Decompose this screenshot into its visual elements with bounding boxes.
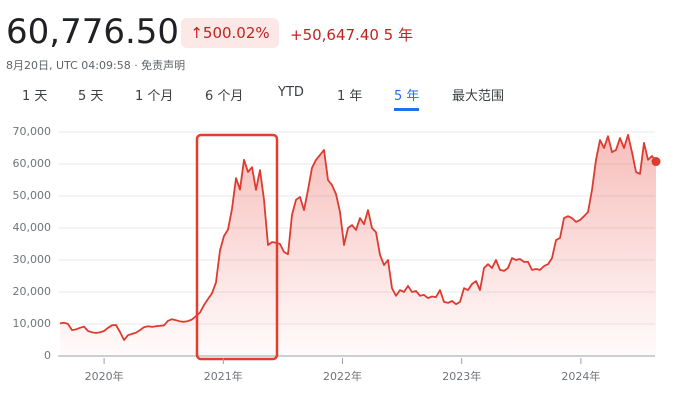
tab[interactable]: 1 天 xyxy=(22,89,48,104)
y-tick-label: 30,000 xyxy=(13,253,52,266)
end-point xyxy=(651,157,661,167)
y-tick-label: 60,000 xyxy=(13,157,52,170)
tab[interactable]: 1 个月 xyxy=(135,89,174,104)
x-tick-label: 2021年 xyxy=(204,369,243,383)
line xyxy=(59,134,657,341)
y-tick-label: 0 xyxy=(44,349,51,362)
tab[interactable]: 5 年 xyxy=(394,85,420,111)
x-tick-label: 2024年 xyxy=(561,369,600,383)
change: +50,647.40 5 年 xyxy=(290,26,413,44)
area xyxy=(60,134,656,356)
tab[interactable]: 5 天 xyxy=(78,89,104,104)
tab[interactable]: YTD xyxy=(278,85,304,100)
tab[interactable]: 1 年 xyxy=(337,89,363,104)
y-tick-label: 70,000 xyxy=(13,125,52,138)
tab[interactable]: 最大范围 xyxy=(452,89,505,104)
x-tick-label: 2022年 xyxy=(323,369,362,383)
y-tick-label: 50,000 xyxy=(13,189,52,202)
y-tick-label: 10,000 xyxy=(13,317,52,330)
x-tick-label: 2023年 xyxy=(442,369,481,383)
x-tick-label: 2020年 xyxy=(85,369,124,383)
y-tick-label: 20,000 xyxy=(13,285,52,298)
y-tick-label: 40,000 xyxy=(13,221,52,234)
tab[interactable]: 6 个月 xyxy=(205,89,244,104)
subtitle: 8月20日, UTC 04:09:58 · 免责声明 xyxy=(6,59,186,72)
price: 60,776.50 xyxy=(6,12,180,52)
change-percent: ↑500.02% xyxy=(181,18,279,48)
highlight-box xyxy=(195,133,279,361)
